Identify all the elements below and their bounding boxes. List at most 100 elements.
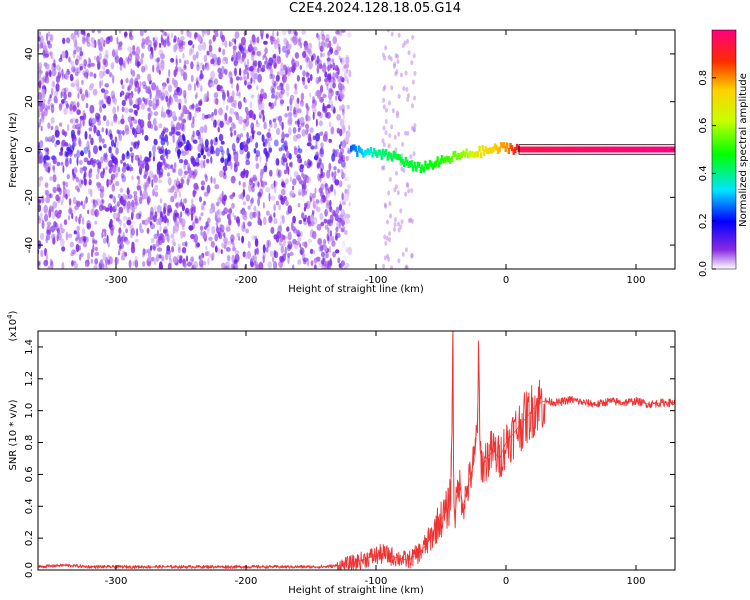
spectrogram-noise-mark (319, 131, 324, 136)
spectrogram-noise-mark (341, 193, 345, 200)
spectrogram-noise-mark (66, 147, 71, 152)
spectrogram-noise-mark (382, 142, 386, 148)
spectrogram-noise-mark (130, 245, 136, 254)
spectrogram-noise-mark (271, 94, 276, 99)
spectrogram-noise-mark (54, 209, 59, 217)
spectrogram-noise-mark (50, 117, 55, 124)
spectrogram-noise-mark (126, 150, 129, 157)
spectrogram-noise-mark (269, 169, 273, 177)
spectrogram-noise-mark (120, 237, 124, 245)
spectrogram-noise-mark (301, 212, 305, 220)
spectrogram-noise-mark (87, 188, 92, 195)
spectrogram-noise-mark (384, 45, 388, 51)
spectrogram-ridge-mark (442, 157, 445, 164)
spectrogram-noise-mark (318, 63, 323, 69)
spectrogram-noise-mark (130, 77, 134, 86)
spectrogram-noise-mark (223, 68, 228, 75)
colorbar-tick-label: 0.6 (698, 118, 709, 134)
spectrogram-noise-mark (292, 264, 295, 269)
spectrogram-noise-mark (134, 132, 138, 138)
spectrogram-noise-mark (404, 247, 408, 253)
spectrogram-noise-mark (68, 207, 73, 215)
spectrogram-noise-mark (201, 113, 206, 121)
spectrogram-noise-mark (183, 71, 187, 80)
spectrogram-noise-mark (204, 174, 208, 183)
spectrogram-noise-mark (338, 263, 342, 269)
spectrogram-ridge-mark (519, 146, 522, 153)
spectrogram-noise-mark (306, 176, 312, 184)
spectrogram-noise-mark (245, 114, 250, 120)
spectrogram-noise-mark (306, 71, 309, 78)
spectrogram-ridge-mark (403, 161, 406, 168)
spectrogram-noise-mark (413, 123, 417, 129)
spectrogram-noise-mark (152, 151, 156, 159)
spectrogram-noise-mark (76, 67, 81, 74)
spectrogram-noise-mark (127, 56, 130, 65)
spectrogram-noise-mark (101, 79, 104, 87)
spectrogram-noise-mark (271, 36, 276, 42)
spectrogram-noise-mark (211, 112, 214, 117)
spectrogram-noise-mark (273, 249, 277, 258)
spectrogram-noise-mark (166, 109, 171, 115)
spectrogram-noise-mark (388, 133, 392, 138)
spectrogram-ridge-mark (576, 146, 580, 153)
spectrogram-noise-mark (339, 128, 343, 137)
spectrogram-noise-mark (126, 166, 130, 171)
spectrogram-noise-mark (292, 178, 297, 186)
spectrogram-noise-mark (228, 71, 233, 79)
spectrogram-noise-mark (330, 126, 335, 135)
spectrogram-noise-mark (410, 103, 414, 109)
spectrogram-noise-mark (273, 203, 276, 212)
spectrogram-noise-mark (51, 80, 55, 88)
spectrogram-ridge-mark (607, 146, 611, 153)
spectrogram-noise-mark (82, 166, 88, 172)
spectrogram-noise-mark (200, 84, 203, 93)
snr-panel: -300 -200 -100 0 100 0.00.20.40.60.81.01.21.… (6, 310, 676, 596)
spectrogram-noise-mark (116, 36, 119, 45)
spectrogram-noise-mark (79, 88, 83, 95)
spectrogram-noise-mark (181, 242, 187, 247)
spectrogram-noise-mark (340, 220, 346, 226)
spectrogram-noise-mark (196, 80, 200, 88)
spectrogram-ridge-mark (522, 146, 525, 153)
spectrogram-noise-mark (117, 251, 121, 256)
spectrogram-noise-mark (79, 46, 82, 53)
spectrogram-noise-mark (177, 213, 180, 219)
spectrogram-noise-mark (65, 181, 69, 188)
spectrogram-noise-mark (193, 182, 199, 190)
spectrogram-noise-mark (393, 217, 397, 223)
spectrogram-noise-mark (264, 181, 268, 186)
spectrogram-noise-mark (348, 202, 351, 207)
spectrogram-noise-mark (337, 159, 342, 164)
spectrogram-ridge-mark (382, 148, 385, 155)
spectrogram-noise-mark (346, 184, 352, 189)
spectrogram-noise-mark (129, 122, 133, 130)
spectrogram-noise-mark (328, 121, 332, 128)
spectrogram-noise-mark (231, 102, 236, 107)
spectrogram-noise-mark (117, 130, 123, 135)
spectrogram-ridge-mark (397, 154, 400, 160)
spectrogram-noise-mark (45, 189, 50, 198)
spectrogram-noise-mark (225, 119, 230, 126)
spectrogram-noise-mark (204, 139, 209, 148)
spectrogram-noise-mark (396, 59, 400, 64)
spectrogram-noise-mark (181, 108, 185, 118)
spectrogram-noise-mark (225, 57, 229, 65)
spectrogram-ridge-mark (504, 146, 507, 152)
spectrogram-noise-mark (202, 64, 205, 71)
spectrogram-noise-mark (77, 86, 83, 94)
spectrogram-noise-mark (331, 171, 334, 178)
spectrogram-noise-mark (243, 214, 248, 221)
spectrogram-noise-mark (388, 237, 392, 243)
spectrogram-noise-mark (53, 95, 58, 104)
spectrogram-noise-mark (297, 188, 303, 196)
spectrogram-noise-mark (307, 42, 313, 50)
spectrogram-noise-mark (115, 169, 119, 175)
spectrogram-noise-mark (173, 242, 177, 246)
spectrogram-noise-mark (147, 73, 152, 82)
spectrogram-noise-mark (220, 66, 225, 75)
spectrogram-noise-mark (251, 47, 255, 55)
spectrogram-noise-mark (214, 233, 218, 242)
spectrogram-noise-mark (245, 153, 250, 162)
spectrogram-noise-mark (160, 30, 164, 33)
